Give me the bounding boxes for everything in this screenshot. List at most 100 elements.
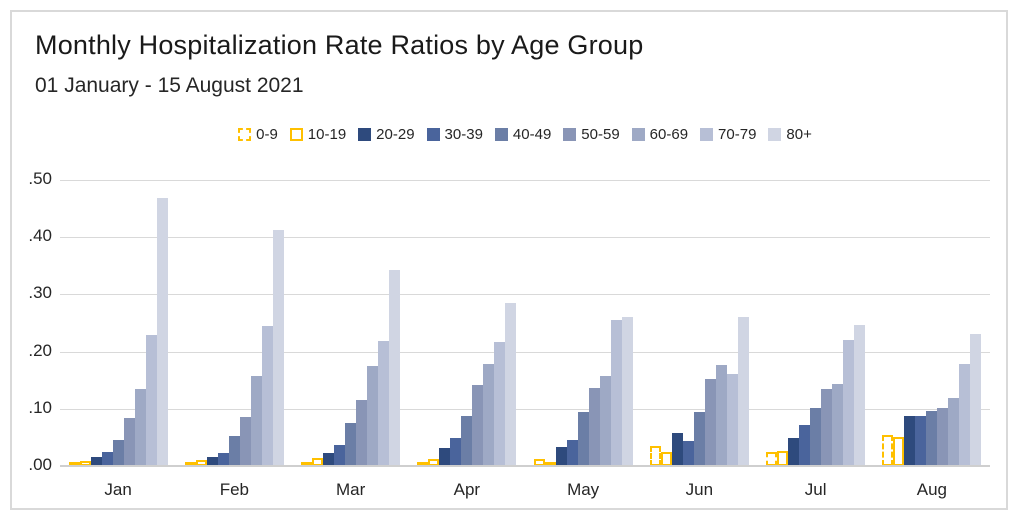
x-tick-label: Mar [335, 480, 366, 499]
bar-40-49 [926, 410, 938, 466]
legend-item-30-39: 30-39 [426, 125, 483, 143]
y-tick-label: .20 [28, 340, 52, 360]
y-tick-label: .00 [28, 455, 52, 474]
legend-label: 10-19 [307, 125, 347, 143]
bar-10-19 [777, 450, 789, 466]
bar-80+ [389, 270, 401, 466]
y-tick-label: .50 [28, 169, 52, 188]
bar-70-79 [145, 335, 157, 466]
legend-item-40-49: 40-49 [494, 126, 551, 143]
bar-group-Aug [874, 180, 990, 466]
legend-label: 0-9 [256, 125, 278, 143]
legend-item-50-59: 50-59 [563, 125, 620, 143]
bar-40-49 [577, 412, 589, 466]
bar-50-59 [937, 408, 949, 466]
bar-70-79 [843, 339, 855, 466]
bar-40-49 [461, 416, 473, 466]
bar-20-29 [788, 437, 800, 466]
bar-group-Jan [60, 180, 176, 466]
legend-item-60-69: 60-69 [631, 126, 688, 143]
bar-10-19 [660, 452, 672, 466]
x-tick-label: Feb [219, 480, 250, 499]
bar-30-39 [334, 445, 346, 466]
bar-70-79 [494, 342, 506, 466]
chart-subtitle: 01 January - 15 August 2021 [35, 74, 304, 97]
bar-60-69 [134, 389, 146, 466]
x-tick-label: Apr [453, 480, 481, 499]
legend-swatch-icon [768, 127, 782, 141]
bar-60-69 [832, 383, 844, 466]
bar-80+ [854, 325, 866, 466]
bar-group-Mar [293, 180, 409, 466]
legend-swatch-icon [563, 127, 577, 141]
bar-60-69 [715, 364, 727, 466]
legend-item-20-29: 20-29 [358, 126, 415, 143]
bar-40-49 [228, 435, 240, 466]
bar-20-29 [555, 446, 567, 466]
bar-20-29 [439, 448, 451, 466]
bar-40-49 [693, 412, 705, 466]
bar-0-9 [533, 458, 545, 466]
legend-swatch-icon [700, 127, 714, 141]
bar-60-69 [599, 376, 611, 466]
legend-item-10-19: 10-19 [289, 125, 347, 143]
bar-30-39 [217, 452, 229, 466]
legend-swatch-icon [631, 127, 645, 141]
gridline [60, 180, 990, 181]
bar-30-39 [566, 439, 578, 466]
bar-60-69 [250, 376, 262, 466]
legend: 0-9 10-19 20-29 30-39 40-49 50-59 60-69 70-79 80… [60, 124, 990, 144]
bar-70-79 [959, 363, 971, 466]
chart-frame: Monthly Hospitalization Rate Ratios by A… [10, 10, 1008, 510]
bar-80+ [505, 302, 517, 466]
legend-item-0-9: 0-9 [238, 126, 278, 143]
y-tick-label: .10 [28, 397, 52, 417]
bar-50-59 [123, 417, 135, 466]
bar-group-May [525, 180, 641, 466]
bar-20-29 [671, 432, 683, 466]
legend-item-70-79: 70-79 [700, 126, 756, 143]
bar-70-79 [378, 340, 390, 466]
y-axis-labels: .00 .10 .20 .30 .40 .50 [12, 169, 54, 474]
gridline [60, 294, 990, 296]
bar-50-59 [704, 379, 716, 466]
legend-label: 30-39 [444, 125, 483, 143]
bar-70-79 [610, 319, 622, 466]
bar-10-19 [195, 459, 207, 466]
bar-50-59 [356, 399, 368, 466]
bar-30-39 [915, 416, 927, 466]
legend-swatch-icon [358, 127, 372, 141]
bar-20-29 [904, 416, 916, 466]
bar-20-29 [206, 457, 218, 466]
x-tick-label: Jul [804, 480, 827, 499]
gridline [60, 408, 990, 410]
gridline [60, 237, 990, 239]
gridline [60, 351, 990, 353]
bar-80+ [156, 198, 168, 466]
x-tick-label: Jun [685, 480, 714, 499]
bar-group-Jun [641, 180, 757, 466]
bar-80+ [970, 333, 982, 466]
bar-40-49 [112, 439, 124, 466]
legend-item-80+: 80+ [768, 126, 812, 143]
legend-label: 70-79 [718, 125, 757, 143]
bar-80+ [621, 317, 633, 466]
bar-0-9 [882, 434, 894, 466]
bar-80+ [272, 229, 284, 466]
bar-group-Feb [176, 180, 292, 466]
legend-swatch-icon [494, 127, 508, 141]
bar-70-79 [261, 326, 273, 466]
bar-30-39 [682, 440, 694, 466]
bar-60-69 [948, 397, 960, 466]
bar-groups [60, 180, 990, 466]
bar-40-49 [345, 423, 357, 466]
legend-label: 50-59 [581, 125, 620, 143]
bar-70-79 [726, 373, 738, 466]
bar-40-49 [810, 408, 822, 466]
x-tick-label: May [567, 480, 600, 499]
bar-10-19 [893, 437, 905, 466]
bar-group-Jul [758, 180, 874, 466]
bar-0-9 [766, 452, 778, 466]
bar-20-29 [90, 457, 102, 466]
bar-30-39 [101, 452, 113, 466]
